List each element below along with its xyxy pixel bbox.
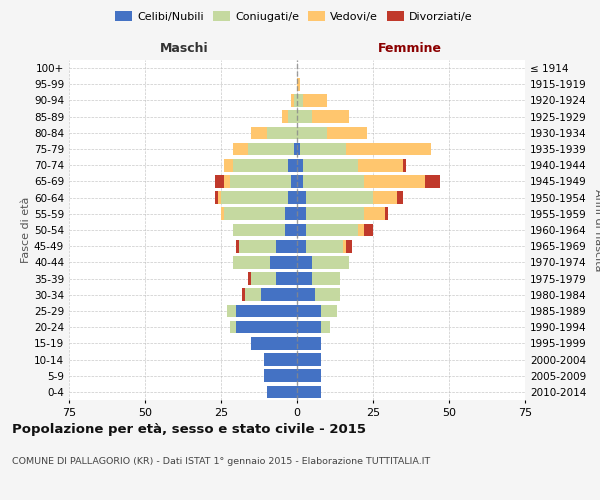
Bar bbox=[364, 224, 373, 236]
Bar bbox=[215, 192, 218, 204]
Bar bbox=[397, 192, 403, 204]
Bar bbox=[297, 272, 312, 285]
Bar bbox=[303, 175, 364, 188]
Bar bbox=[251, 272, 276, 285]
Bar bbox=[266, 386, 297, 398]
Bar bbox=[288, 159, 297, 172]
Bar bbox=[306, 192, 373, 204]
Text: Popolazione per età, sesso e stato civile - 2015: Popolazione per età, sesso e stato civil… bbox=[12, 422, 366, 436]
Bar bbox=[294, 94, 297, 107]
Bar bbox=[288, 110, 297, 123]
Bar bbox=[297, 78, 300, 90]
Bar bbox=[385, 208, 388, 220]
Bar bbox=[303, 94, 328, 107]
Bar bbox=[285, 224, 297, 236]
Text: Maschi: Maschi bbox=[160, 42, 209, 55]
Bar bbox=[233, 159, 288, 172]
Bar bbox=[285, 208, 297, 220]
Bar bbox=[297, 208, 306, 220]
Bar bbox=[343, 240, 346, 252]
Bar bbox=[322, 304, 337, 318]
Bar bbox=[297, 110, 312, 123]
Bar bbox=[297, 240, 306, 252]
Bar bbox=[306, 240, 343, 252]
Y-axis label: Fasce di età: Fasce di età bbox=[21, 197, 31, 263]
Bar bbox=[312, 256, 349, 268]
Bar bbox=[312, 110, 349, 123]
Bar bbox=[276, 272, 297, 285]
Legend: Celibi/Nubili, Coniugati/e, Vedovi/e, Divorziati/e: Celibi/Nubili, Coniugati/e, Vedovi/e, Di… bbox=[111, 6, 477, 26]
Bar bbox=[364, 208, 385, 220]
Bar bbox=[224, 159, 233, 172]
Bar bbox=[297, 126, 328, 139]
Bar bbox=[221, 192, 288, 204]
Bar bbox=[263, 353, 297, 366]
Y-axis label: Anni di nascita: Anni di nascita bbox=[593, 188, 600, 271]
Bar bbox=[266, 126, 297, 139]
Bar bbox=[358, 159, 403, 172]
Bar bbox=[236, 240, 239, 252]
Bar bbox=[276, 240, 297, 252]
Bar bbox=[358, 224, 364, 236]
Bar bbox=[297, 337, 322, 349]
Bar bbox=[297, 192, 306, 204]
Bar bbox=[215, 175, 224, 188]
Bar bbox=[236, 304, 297, 318]
Bar bbox=[297, 321, 322, 334]
Bar bbox=[306, 224, 358, 236]
Bar bbox=[291, 94, 294, 107]
Bar bbox=[297, 224, 306, 236]
Bar bbox=[322, 321, 331, 334]
Bar bbox=[297, 159, 303, 172]
Bar bbox=[221, 208, 224, 220]
Bar bbox=[288, 192, 297, 204]
Bar bbox=[425, 175, 440, 188]
Bar bbox=[242, 288, 245, 301]
Bar bbox=[282, 110, 288, 123]
Bar bbox=[403, 159, 406, 172]
Bar bbox=[248, 142, 294, 156]
Bar bbox=[251, 337, 297, 349]
Bar bbox=[300, 142, 346, 156]
Bar bbox=[297, 288, 315, 301]
Bar bbox=[312, 272, 340, 285]
Bar bbox=[224, 175, 230, 188]
Bar bbox=[263, 370, 297, 382]
Bar bbox=[239, 240, 276, 252]
Bar bbox=[236, 321, 297, 334]
Bar bbox=[233, 256, 269, 268]
Text: COMUNE DI PALLAGORIO (KR) - Dati ISTAT 1° gennaio 2015 - Elaborazione TUTTITALIA: COMUNE DI PALLAGORIO (KR) - Dati ISTAT 1… bbox=[12, 458, 430, 466]
Bar bbox=[294, 142, 297, 156]
Bar bbox=[297, 256, 312, 268]
Bar bbox=[297, 353, 322, 366]
Bar bbox=[373, 192, 397, 204]
Bar bbox=[230, 175, 291, 188]
Bar bbox=[297, 304, 322, 318]
Bar bbox=[248, 272, 251, 285]
Bar bbox=[230, 321, 236, 334]
Bar bbox=[328, 126, 367, 139]
Bar bbox=[364, 175, 425, 188]
Bar bbox=[297, 175, 303, 188]
Bar bbox=[218, 192, 221, 204]
Bar bbox=[245, 288, 260, 301]
Bar bbox=[291, 175, 297, 188]
Bar bbox=[297, 386, 322, 398]
Bar bbox=[306, 208, 364, 220]
Bar bbox=[297, 142, 300, 156]
Bar bbox=[315, 288, 340, 301]
Bar bbox=[346, 240, 352, 252]
Bar bbox=[297, 94, 303, 107]
Bar bbox=[303, 159, 358, 172]
Bar bbox=[233, 142, 248, 156]
Bar bbox=[269, 256, 297, 268]
Bar bbox=[233, 224, 285, 236]
Bar bbox=[297, 370, 322, 382]
Bar bbox=[260, 288, 297, 301]
Bar bbox=[346, 142, 431, 156]
Bar bbox=[251, 126, 266, 139]
Text: Femmine: Femmine bbox=[377, 42, 442, 55]
Bar bbox=[224, 208, 285, 220]
Bar bbox=[227, 304, 236, 318]
